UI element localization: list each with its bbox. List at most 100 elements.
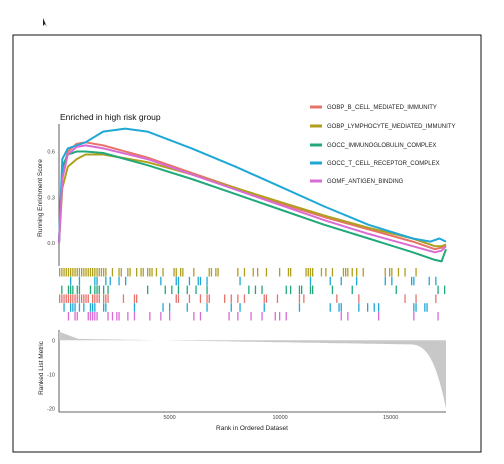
hit-mark bbox=[177, 276, 180, 286]
hit-mark bbox=[428, 276, 430, 286]
hit-mark bbox=[287, 268, 290, 277]
hit-mark bbox=[243, 294, 246, 303]
hit-mark bbox=[285, 285, 287, 295]
hit-mark bbox=[133, 303, 136, 312]
hit-mark bbox=[413, 276, 415, 286]
y-tick-label: 0.3 bbox=[47, 195, 55, 201]
hit-mark bbox=[92, 294, 94, 303]
x-tick-label: 15000 bbox=[383, 415, 398, 421]
hit-mark bbox=[136, 268, 138, 277]
hit-mark bbox=[312, 285, 314, 295]
y-tick-label: -20 bbox=[47, 407, 55, 413]
hit-mark bbox=[186, 303, 188, 312]
hit-mark bbox=[206, 294, 208, 303]
hit-mark bbox=[248, 285, 250, 295]
hit-mark bbox=[435, 276, 437, 286]
hit-mark bbox=[74, 303, 76, 312]
hit-mark bbox=[127, 268, 129, 277]
y-axis-title-bottom: Ranked List Metric bbox=[38, 340, 45, 395]
hit-mark bbox=[83, 294, 85, 303]
hit-mark bbox=[329, 276, 331, 286]
hit-mark bbox=[331, 268, 334, 277]
legend-item: GOBP_LYMPHOCYTE_MEDIATED_IMMUNITY bbox=[310, 124, 455, 130]
hit-mark bbox=[61, 294, 63, 303]
hit-mark bbox=[89, 285, 92, 295]
hit-mark bbox=[94, 276, 96, 286]
hit-mark bbox=[98, 268, 100, 277]
hit-mark bbox=[133, 312, 136, 321]
hit-mark bbox=[96, 285, 98, 295]
hit-mark bbox=[94, 294, 96, 303]
hit-mark bbox=[103, 303, 105, 312]
hit-mark bbox=[303, 294, 305, 303]
hit-mark bbox=[76, 312, 78, 321]
hit-mark bbox=[206, 303, 208, 312]
hit-mark bbox=[290, 285, 292, 295]
series-line bbox=[58, 127, 447, 244]
hit-mark bbox=[175, 294, 177, 303]
hit-mark bbox=[81, 268, 83, 277]
hit-mark bbox=[61, 268, 63, 277]
hit-mark bbox=[78, 294, 81, 303]
hit-mark bbox=[111, 268, 114, 277]
y-axis-title-top: Running Enrichment Score bbox=[37, 159, 44, 237]
hit-mark bbox=[351, 285, 353, 295]
hit-mark bbox=[340, 303, 342, 312]
hit-mark bbox=[444, 285, 446, 295]
hit-mark bbox=[67, 312, 70, 321]
hit-mark bbox=[301, 285, 303, 295]
hit-mark bbox=[74, 294, 76, 303]
hit-mark bbox=[340, 312, 342, 321]
hit-mark bbox=[160, 276, 162, 286]
x-tick-label: 5000 bbox=[163, 415, 175, 421]
legend-item: GOMF_ANTIGEN_BINDING bbox=[310, 179, 404, 185]
hit-mark bbox=[373, 303, 375, 312]
hit-mark bbox=[85, 294, 87, 303]
hit-mark bbox=[345, 268, 347, 277]
hit-mark bbox=[76, 268, 78, 277]
hit-mark bbox=[70, 285, 72, 295]
hit-mark bbox=[162, 303, 164, 312]
hit-mark bbox=[63, 294, 65, 303]
hit-mark bbox=[111, 312, 114, 321]
hit-mark bbox=[199, 294, 202, 303]
hit-mark bbox=[243, 268, 246, 277]
hit-mark bbox=[63, 303, 65, 312]
hit-mark bbox=[133, 294, 136, 303]
hit-mark bbox=[103, 268, 105, 277]
hit-mark bbox=[285, 312, 287, 321]
hit-mark bbox=[59, 294, 61, 303]
hit-mark bbox=[81, 294, 83, 303]
hit-mark bbox=[415, 268, 417, 277]
hit-mark bbox=[175, 268, 177, 277]
hit-mark bbox=[78, 303, 81, 312]
hit-mark bbox=[279, 268, 281, 277]
hit-mark bbox=[173, 268, 175, 277]
hit-mark bbox=[89, 268, 92, 277]
hit-mark bbox=[342, 268, 345, 277]
hit-mark bbox=[98, 285, 100, 295]
hit-mark bbox=[415, 294, 417, 303]
hit-mark bbox=[72, 303, 74, 312]
hit-mark bbox=[155, 268, 158, 277]
hit-mark bbox=[437, 285, 439, 295]
hit-mark bbox=[298, 303, 301, 312]
hit-mark bbox=[404, 294, 406, 303]
hit-mark bbox=[395, 285, 397, 295]
hit-mark bbox=[65, 294, 67, 303]
hit-mark bbox=[151, 268, 153, 277]
hit-mark bbox=[118, 276, 120, 286]
legend-label: GOMF_ANTIGEN_BINDING bbox=[327, 179, 404, 185]
hit-mark bbox=[147, 268, 149, 277]
legend-item: GOCC_T_CELL_RECEPTOR_COMPLEX bbox=[310, 161, 440, 167]
hit-mark bbox=[358, 303, 360, 312]
hit-mark bbox=[208, 268, 210, 277]
hit-mark bbox=[188, 294, 191, 303]
hit-mark bbox=[70, 303, 72, 312]
hit-mark bbox=[100, 268, 103, 277]
hit-mark bbox=[356, 268, 358, 277]
hit-mark bbox=[87, 312, 89, 321]
hit-mark bbox=[378, 312, 380, 321]
hit-mark bbox=[72, 268, 74, 277]
hit-mark bbox=[298, 294, 301, 303]
